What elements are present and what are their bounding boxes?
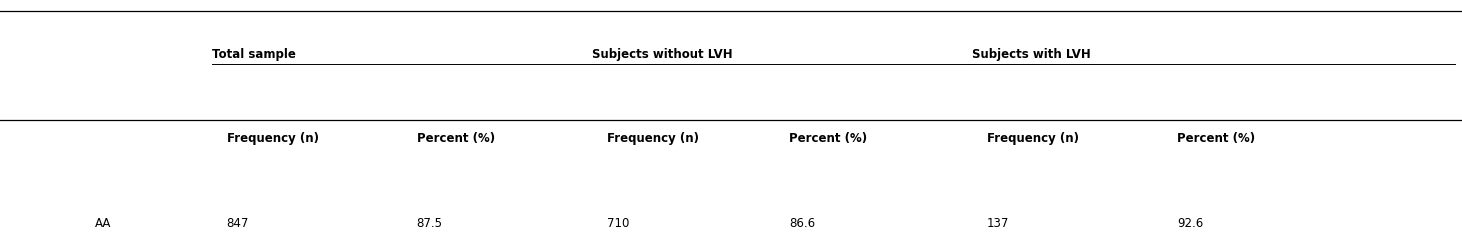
Text: 137: 137 — [987, 217, 1009, 230]
Text: 710: 710 — [607, 217, 629, 230]
Text: 86.6: 86.6 — [789, 217, 816, 230]
Text: Subjects without LVH: Subjects without LVH — [592, 48, 732, 61]
Text: Frequency (n): Frequency (n) — [607, 132, 699, 145]
Text: Frequency (n): Frequency (n) — [227, 132, 319, 145]
Text: Percent (%): Percent (%) — [789, 132, 867, 145]
Text: Frequency (n): Frequency (n) — [987, 132, 1079, 145]
Text: Percent (%): Percent (%) — [1177, 132, 1254, 145]
Text: AA: AA — [95, 217, 111, 230]
Text: Total sample: Total sample — [212, 48, 295, 61]
Text: Percent (%): Percent (%) — [417, 132, 494, 145]
Text: 92.6: 92.6 — [1177, 217, 1203, 230]
Text: Subjects with LVH: Subjects with LVH — [972, 48, 1091, 61]
Text: 847: 847 — [227, 217, 249, 230]
Text: 87.5: 87.5 — [417, 217, 443, 230]
